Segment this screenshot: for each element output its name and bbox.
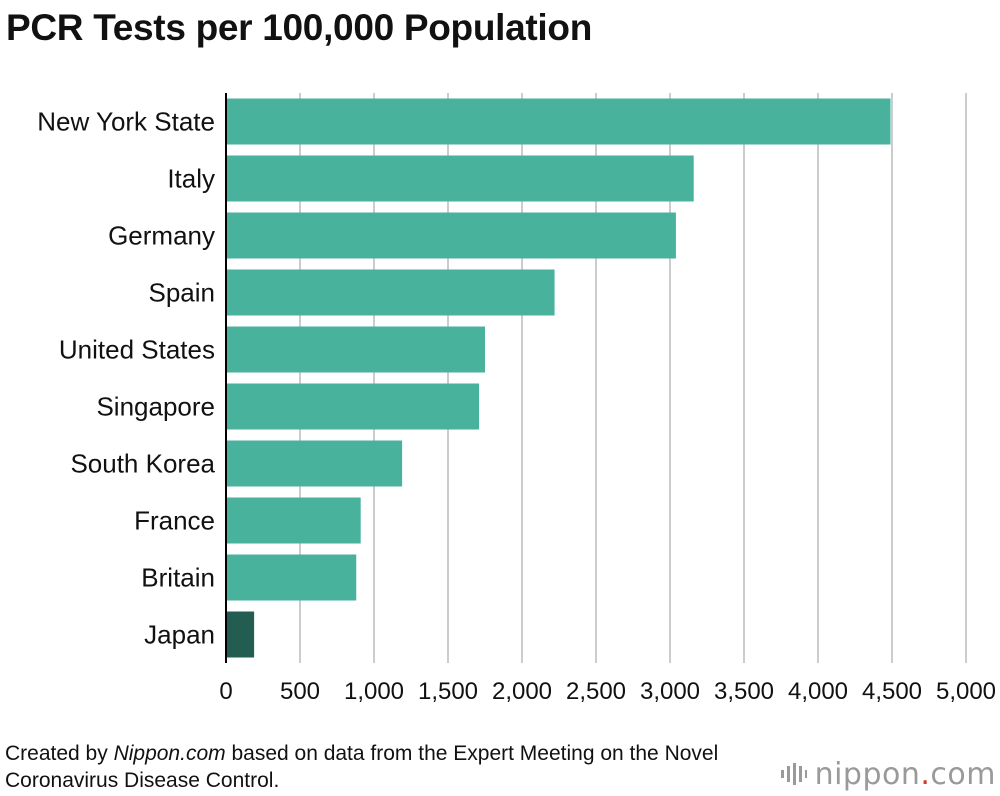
x-tick-label: 2,500 (566, 678, 626, 705)
bar (226, 611, 255, 658)
x-tick-label: 4,000 (788, 678, 848, 705)
logo-tld: com (930, 756, 996, 792)
source-site: Nippon.com (113, 742, 226, 765)
category-label: South Korea (70, 449, 215, 479)
x-tick-label: 3,500 (714, 678, 774, 705)
category-label: Singapore (96, 392, 215, 422)
logo-dot: . (920, 756, 931, 792)
bar (226, 554, 357, 601)
bar (226, 440, 403, 487)
x-tick-label: 500 (280, 678, 320, 705)
logo-wordmark: nippon.com (815, 757, 996, 792)
x-tick-label: 1,000 (344, 678, 404, 705)
bar (226, 212, 676, 259)
category-label: New York State (37, 107, 215, 137)
x-tick-label: 3,000 (640, 678, 700, 705)
category-label: Spain (149, 278, 216, 308)
x-tick-label: 4,500 (862, 678, 922, 705)
source-note: Created by Nippon.com based on data from… (5, 740, 765, 794)
x-tick-labels: 0 500 1,000 1,500 2,000 2,500 3,000 3,500 4,000 4… (219, 678, 996, 705)
bar (226, 269, 555, 316)
bar (226, 98, 891, 145)
bars (226, 98, 891, 658)
x-tick-label: 1,500 (418, 678, 478, 705)
logo-name: nippon (814, 756, 921, 792)
bar (226, 383, 480, 430)
category-label: Germany (108, 221, 215, 251)
category-label: Italy (167, 164, 215, 194)
category-label: Britain (141, 563, 215, 593)
category-label: Japan (144, 620, 215, 650)
category-labels: New York State Italy Germany Spain United St… (37, 107, 215, 650)
bar-chart: New York State Italy Germany Spain United St… (37, 93, 996, 705)
x-tick-label: 5,000 (936, 678, 996, 705)
x-tick-label: 2,000 (492, 678, 552, 705)
bar (226, 155, 694, 202)
chart-title: PCR Tests per 100,000 Population (6, 7, 593, 48)
nippon-logo: nippon.com (780, 752, 996, 796)
bar (226, 497, 361, 544)
source-suffix: based on data from the Expert Meeting on… (5, 742, 719, 792)
x-tick-label: 0 (219, 678, 232, 705)
bar (226, 326, 485, 373)
nippon-sound-bars-icon (780, 763, 807, 785)
source-prefix: Created by (5, 742, 114, 765)
category-label: United States (59, 335, 215, 365)
category-label: France (134, 506, 215, 536)
